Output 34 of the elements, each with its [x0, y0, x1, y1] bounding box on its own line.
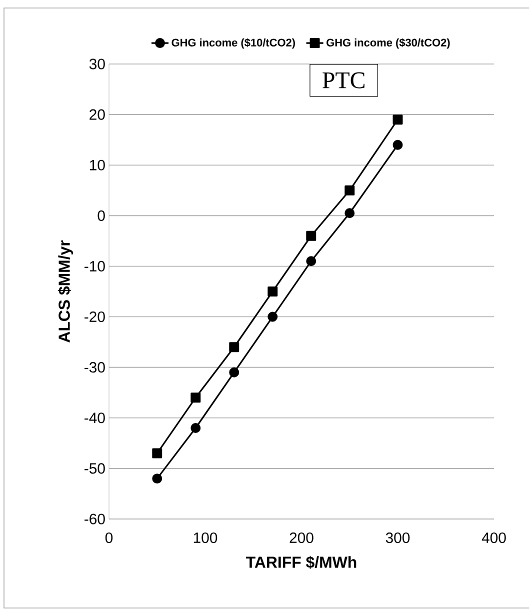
y-tick-label: -40: [84, 412, 105, 424]
point: [229, 367, 240, 378]
y-tick-label: 0: [98, 210, 105, 221]
x-tick-label: 300: [386, 532, 410, 544]
point: [344, 208, 355, 218]
y-tick-label: 20: [90, 109, 105, 120]
legend-label: GHG income ($10/tCO2): [172, 38, 295, 49]
point: [152, 448, 162, 458]
x-tick-label: 400: [482, 532, 506, 544]
y-tick-label: -30: [84, 362, 105, 373]
point: [268, 286, 278, 296]
point: [190, 392, 201, 403]
y-tick-label: -50: [84, 463, 105, 474]
legend-label: GHG income ($30/tCO2): [326, 38, 450, 49]
y-axis-title: ALCS $MM/yr: [58, 240, 74, 342]
x-tick-label: 100: [194, 532, 218, 544]
point: [344, 185, 355, 196]
point: [392, 114, 403, 125]
y-tick-label: -60: [84, 514, 105, 524]
x-tick-label: 200: [290, 532, 314, 544]
point: [152, 474, 162, 484]
point: [190, 423, 201, 433]
point: [306, 256, 316, 266]
y-tick-label: -10: [84, 260, 105, 272]
x-tick-label: 0: [105, 532, 113, 544]
y-tick-label: -20: [84, 311, 105, 322]
point: [229, 342, 240, 352]
point: [268, 312, 278, 322]
y-tick-label: 30: [89, 58, 105, 70]
y-tick-label: 10: [90, 160, 105, 170]
point: [392, 140, 403, 150]
point: [306, 230, 316, 241]
annotation: PTC: [322, 72, 364, 88]
x-axis-title: TARIFF $/MWh: [246, 556, 356, 569]
